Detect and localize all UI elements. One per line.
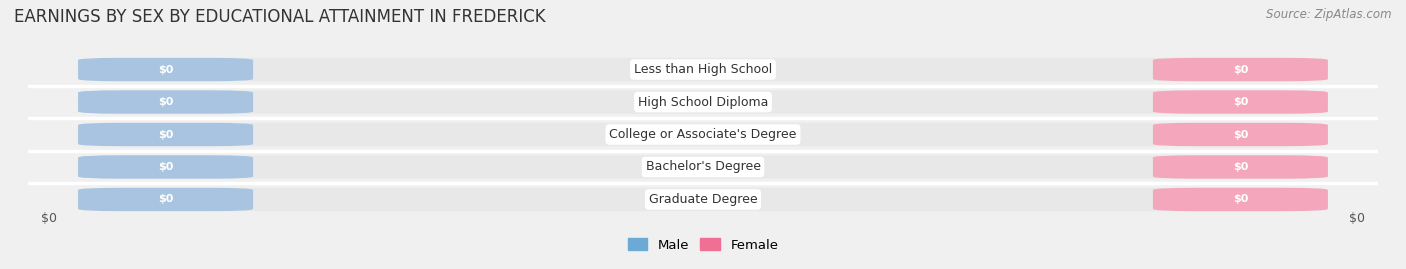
FancyBboxPatch shape <box>1153 90 1327 114</box>
FancyBboxPatch shape <box>79 58 1327 81</box>
Text: $0: $0 <box>1233 162 1249 172</box>
FancyBboxPatch shape <box>1153 123 1327 146</box>
FancyBboxPatch shape <box>79 58 253 81</box>
FancyBboxPatch shape <box>1153 155 1327 179</box>
Legend: Male, Female: Male, Female <box>627 238 779 252</box>
Text: Less than High School: Less than High School <box>634 63 772 76</box>
Text: Source: ZipAtlas.com: Source: ZipAtlas.com <box>1267 8 1392 21</box>
FancyBboxPatch shape <box>79 123 1327 146</box>
Text: $0: $0 <box>157 129 173 140</box>
FancyBboxPatch shape <box>1153 58 1327 81</box>
Text: $0: $0 <box>157 97 173 107</box>
Text: $0: $0 <box>157 194 173 204</box>
Text: $0: $0 <box>157 65 173 75</box>
Text: Graduate Degree: Graduate Degree <box>648 193 758 206</box>
FancyBboxPatch shape <box>79 188 1327 211</box>
Text: $0: $0 <box>41 213 56 225</box>
FancyBboxPatch shape <box>79 90 1327 114</box>
Text: $0: $0 <box>1350 213 1365 225</box>
Text: $0: $0 <box>1233 129 1249 140</box>
Text: EARNINGS BY SEX BY EDUCATIONAL ATTAINMENT IN FREDERICK: EARNINGS BY SEX BY EDUCATIONAL ATTAINMEN… <box>14 8 546 26</box>
Text: College or Associate's Degree: College or Associate's Degree <box>609 128 797 141</box>
FancyBboxPatch shape <box>79 123 253 146</box>
FancyBboxPatch shape <box>1153 188 1327 211</box>
FancyBboxPatch shape <box>79 188 253 211</box>
Text: $0: $0 <box>1233 97 1249 107</box>
FancyBboxPatch shape <box>79 155 1327 179</box>
Text: High School Diploma: High School Diploma <box>638 95 768 108</box>
FancyBboxPatch shape <box>79 155 253 179</box>
Text: $0: $0 <box>1233 194 1249 204</box>
FancyBboxPatch shape <box>79 90 253 114</box>
Text: Bachelor's Degree: Bachelor's Degree <box>645 161 761 174</box>
Text: $0: $0 <box>157 162 173 172</box>
Text: $0: $0 <box>1233 65 1249 75</box>
